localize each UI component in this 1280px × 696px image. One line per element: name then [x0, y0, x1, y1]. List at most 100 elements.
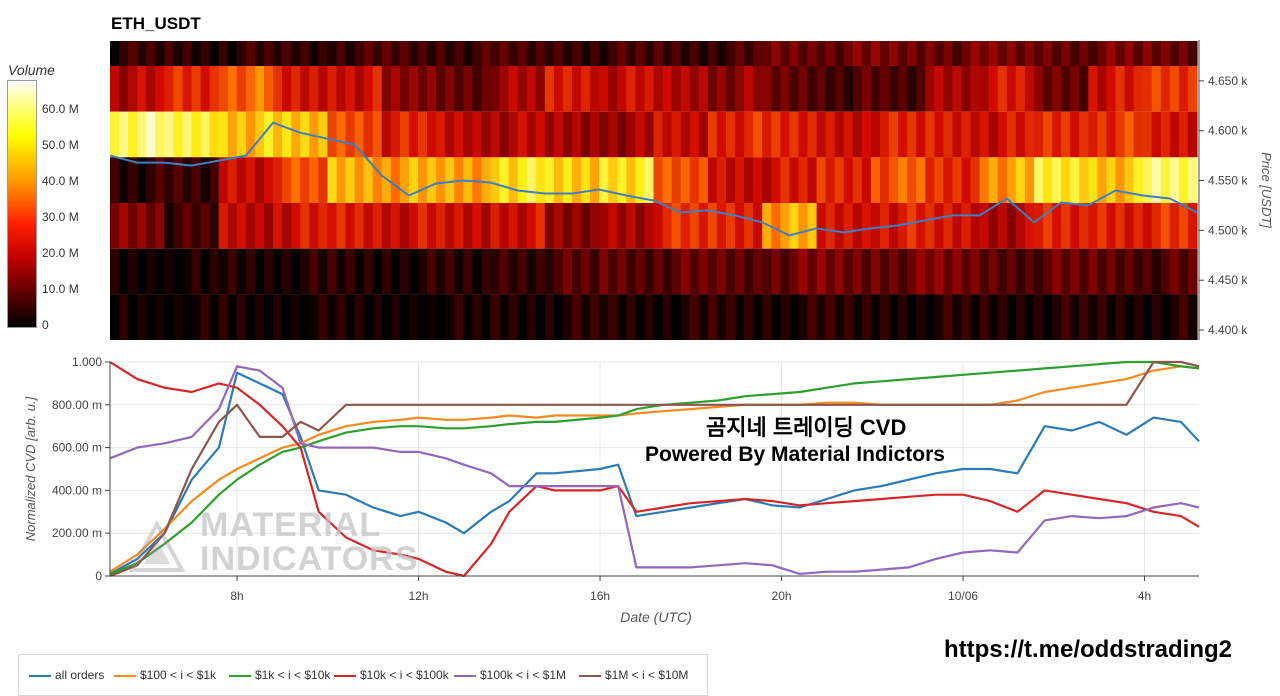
- legend-item[interactable]: $100 < i < $1k: [114, 668, 216, 682]
- heatmap-cell: [508, 294, 519, 340]
- heatmap-cell: [572, 111, 582, 158]
- heatmap-cell: [200, 248, 211, 295]
- heatmap-cell: [291, 41, 301, 66]
- heatmap-cell: [1124, 294, 1135, 340]
- legend-swatch: [334, 674, 356, 677]
- heatmap-cell: [870, 203, 881, 249]
- heatmap-cell: [1160, 66, 1171, 112]
- legend-item[interactable]: all orders: [29, 668, 104, 682]
- heatmap-cell: [254, 294, 265, 340]
- heatmap-cell: [526, 203, 537, 249]
- heatmap-cell: [1133, 111, 1144, 158]
- heatmap-cell: [780, 41, 790, 66]
- heatmap-cell: [771, 41, 781, 66]
- heatmap-cell: [363, 203, 374, 249]
- legend-item[interactable]: $100k < i < $1M: [454, 668, 566, 682]
- heatmap-cell: [599, 41, 609, 66]
- heatmap-cell: [979, 41, 990, 66]
- heatmap-cell: [843, 248, 854, 295]
- heatmap-cell: [345, 41, 356, 66]
- heatmap-cell: [635, 248, 646, 295]
- heatmap-cell: [825, 157, 836, 203]
- heatmap-cell: [1160, 203, 1171, 249]
- heatmap-cell: [200, 111, 211, 158]
- heatmap-cell: [852, 294, 863, 340]
- heatmap-cell: [553, 248, 564, 295]
- heatmap-cell: [399, 203, 410, 249]
- heatmap-cell: [780, 66, 790, 112]
- heatmap-cell: [1124, 248, 1135, 295]
- heatmap-cell: [472, 157, 482, 203]
- legend-item[interactable]: $10k < i < $100k: [334, 668, 449, 682]
- heatmap-cell: [336, 248, 347, 295]
- heatmap-cell: [227, 157, 238, 203]
- heatmap-cell: [309, 248, 319, 295]
- heatmap-cell: [816, 111, 827, 158]
- heatmap-cell: [354, 41, 365, 66]
- heatmap-cell: [1178, 157, 1189, 203]
- heatmap-cell: [698, 66, 709, 112]
- heatmap-cell: [1115, 157, 1126, 203]
- heatmap-cell: [327, 111, 338, 158]
- heatmap-cell: [445, 66, 455, 112]
- heatmap-cell: [1006, 294, 1017, 340]
- heatmap-cell: [191, 157, 202, 203]
- heatmap-cell: [227, 248, 238, 295]
- heatmap-cell: [445, 111, 455, 158]
- heatmap-cell: [662, 294, 673, 340]
- heatmap-cell: [961, 157, 972, 203]
- heatmap-cell: [789, 41, 800, 66]
- legend-item[interactable]: $1k < i < $10k: [229, 668, 330, 682]
- heatmap-cell: [916, 66, 926, 112]
- heatmap-cell: [726, 248, 736, 295]
- heatmap-cell: [209, 203, 220, 249]
- heatmap-cell: [408, 111, 419, 158]
- heatmap-cell: [635, 203, 646, 249]
- heatmap-cell: [590, 294, 600, 340]
- heatmap-cell: [807, 111, 818, 158]
- heatmap-cell: [1151, 66, 1162, 112]
- heatmap-cell: [128, 248, 138, 295]
- heatmap-cell: [807, 157, 818, 203]
- heatmap-cell: [472, 66, 482, 112]
- heatmap-cell: [626, 248, 636, 295]
- heatmap-cell: [390, 66, 401, 112]
- heatmap-cell: [155, 248, 165, 295]
- heatmap-cell: [762, 248, 772, 295]
- heatmap-cell: [490, 248, 501, 295]
- telegram-link[interactable]: https://t.me/oddstrading2: [944, 636, 1232, 663]
- heatmap-cell: [680, 66, 691, 112]
- heatmap-cell: [264, 111, 274, 158]
- heatmap-cell: [544, 248, 555, 295]
- heatmap-cell: [1052, 111, 1062, 158]
- heatmap-cell: [218, 41, 229, 66]
- heatmap-cell: [979, 248, 990, 295]
- legend-item[interactable]: $1M < i < $10M: [579, 668, 688, 682]
- heatmap-cell: [608, 41, 618, 66]
- heatmap-cell: [916, 111, 926, 158]
- heatmap-cell: [517, 248, 528, 295]
- heatmap-cell: [418, 41, 428, 66]
- heatmap-cell: [182, 203, 193, 249]
- heatmap-cell: [816, 203, 827, 249]
- heatmap-cell: [164, 111, 174, 158]
- heatmap-cell: [173, 248, 184, 295]
- heatmap-cell: [191, 41, 202, 66]
- heatmap-cell: [1015, 111, 1026, 158]
- heatmap-cell: [327, 248, 338, 295]
- heatmap-cell: [1079, 66, 1089, 112]
- heatmap-cell: [608, 294, 618, 340]
- heatmap-cell: [997, 157, 1008, 203]
- heatmap-cell: [880, 294, 890, 340]
- heatmap-cell: [481, 41, 492, 66]
- heatmap-cell: [970, 41, 981, 66]
- heatmap-cell: [726, 294, 736, 340]
- heatmap-cell: [626, 203, 636, 249]
- heatmap-cell: [581, 111, 591, 158]
- heatmap-cell: [390, 41, 401, 66]
- heatmap-cell: [408, 157, 419, 203]
- heatmap-cell: [789, 157, 800, 203]
- heatmap-cell: [735, 294, 745, 340]
- heatmap-cell: [282, 41, 292, 66]
- heatmap-cell: [454, 203, 464, 249]
